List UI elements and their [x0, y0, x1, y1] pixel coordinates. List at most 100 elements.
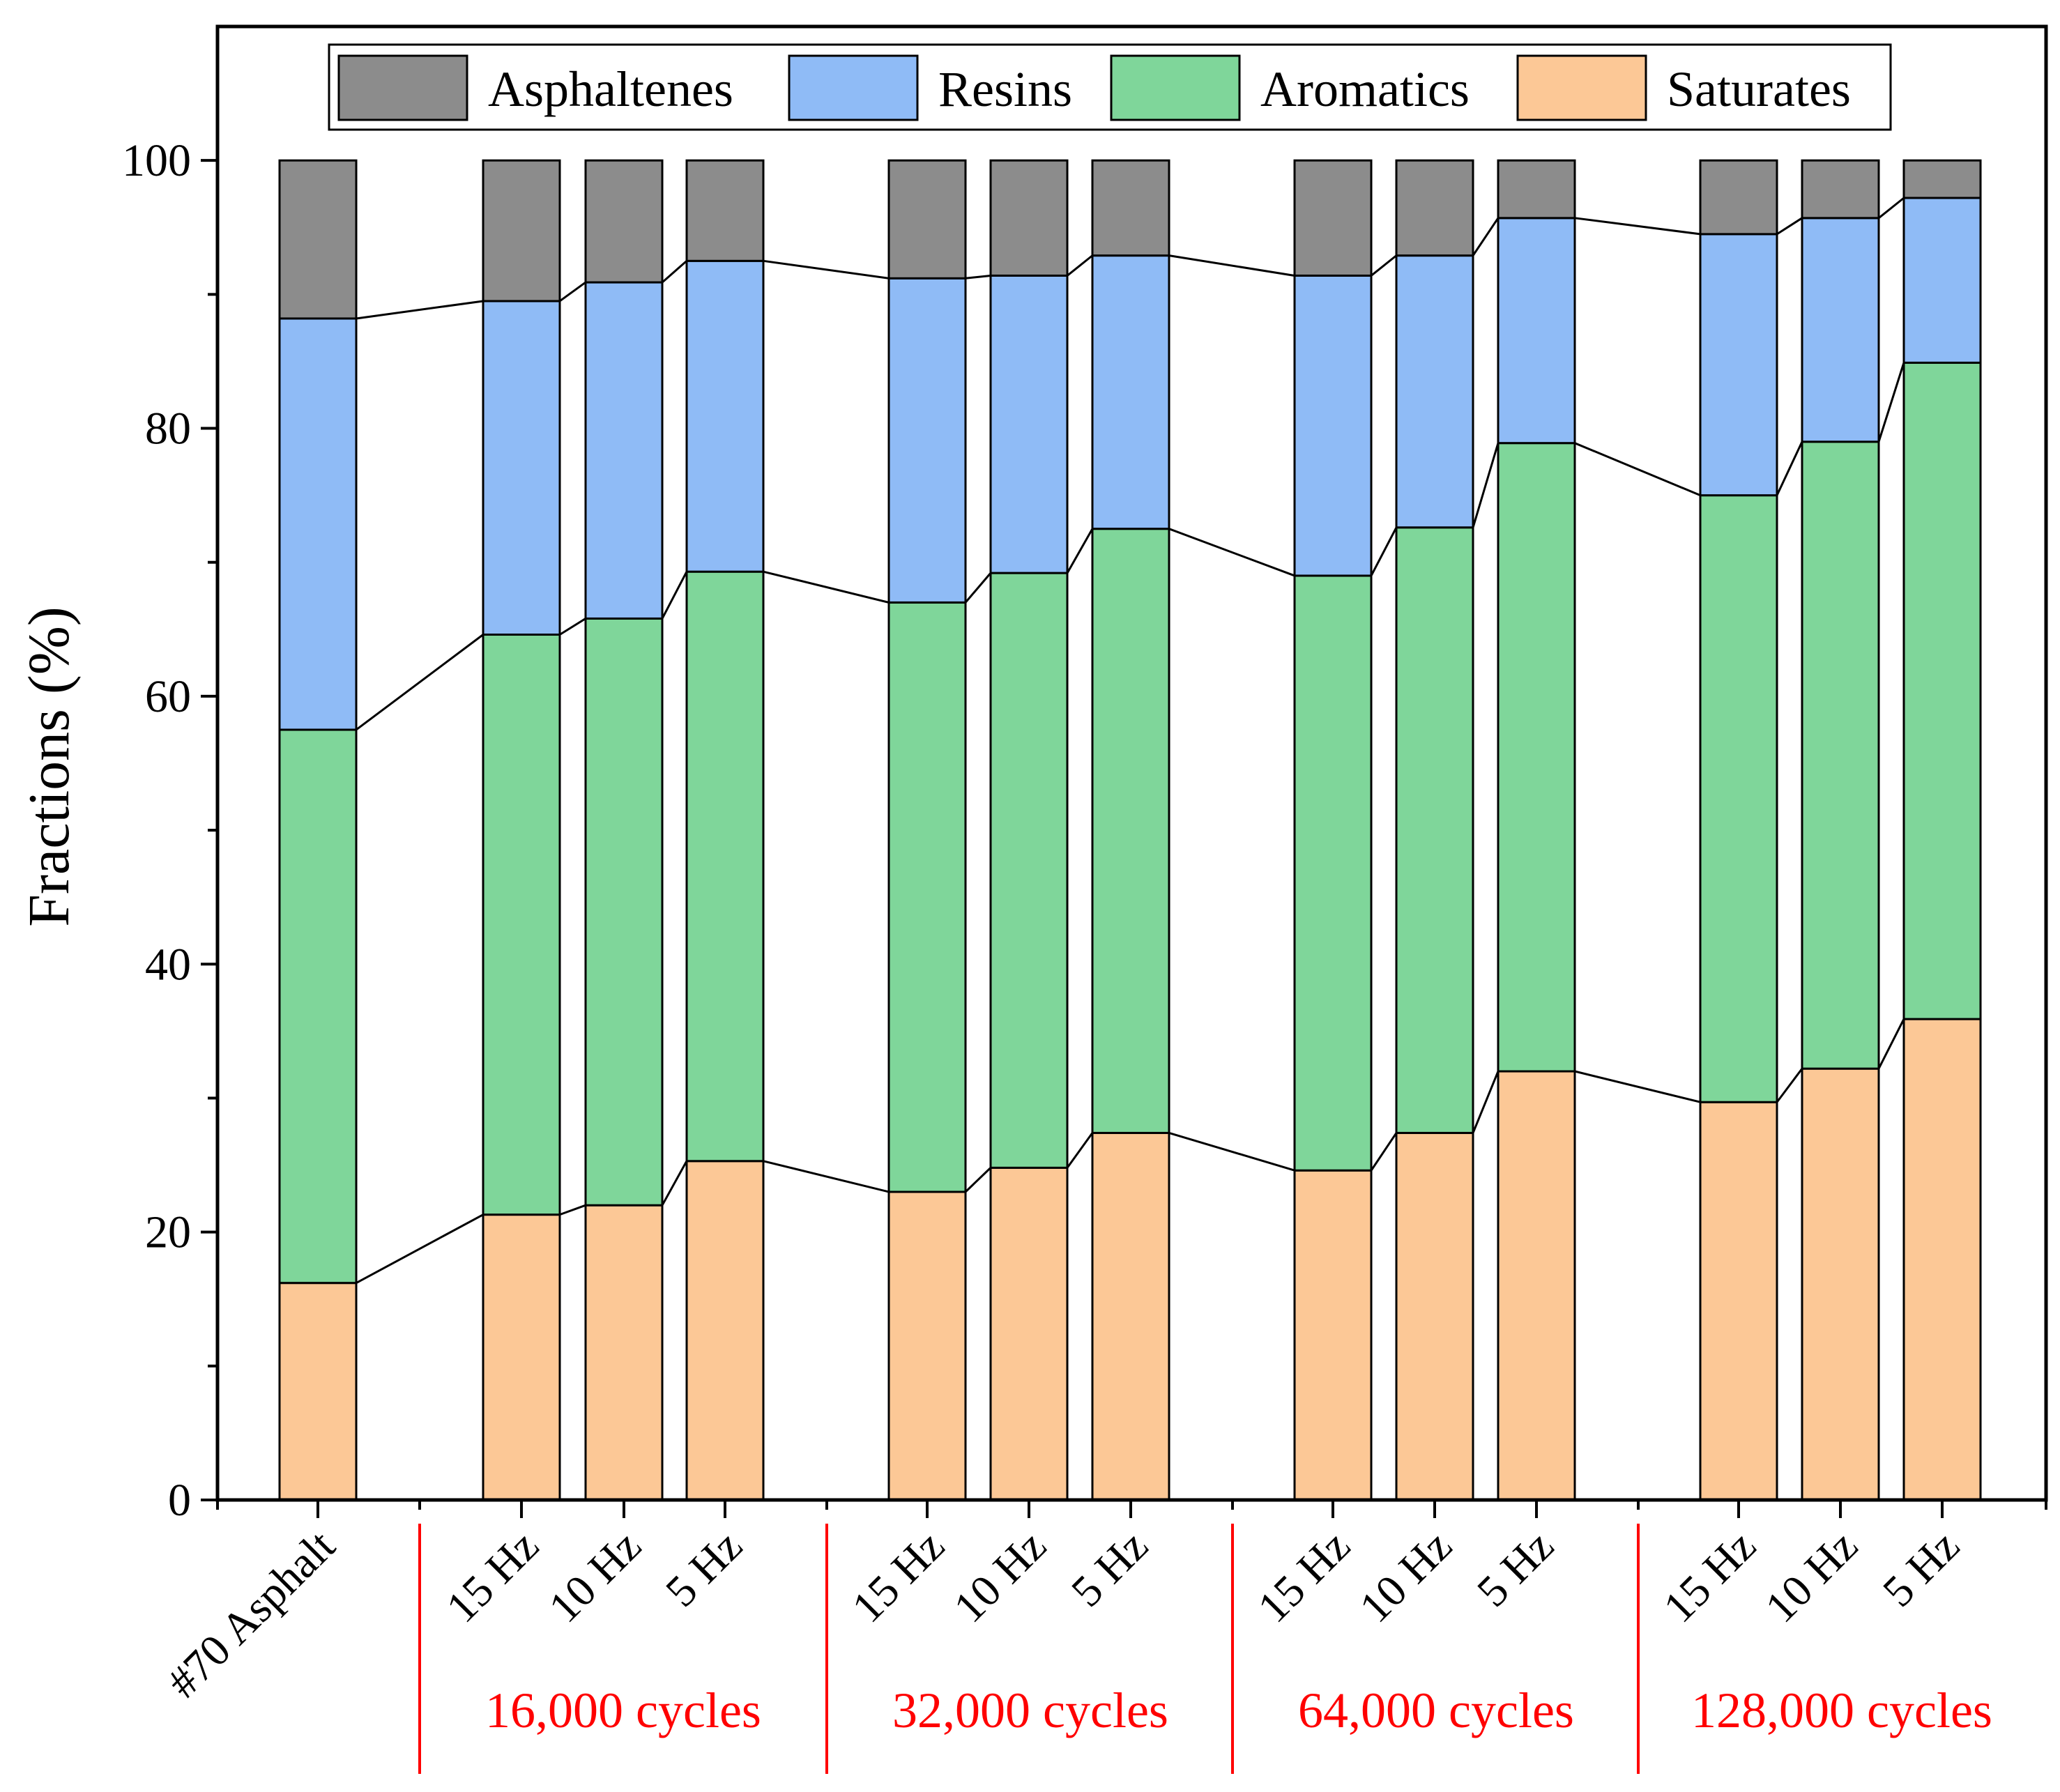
connector-resins-4 — [965, 274, 991, 279]
y-axis: 0 20 40 60 80 100 — [122, 135, 218, 1526]
connector-resins-5 — [1067, 254, 1093, 277]
group-label-0: 16,000 cycles — [485, 1683, 761, 1738]
category-label-2: 10 Hz — [539, 1521, 650, 1632]
bar-resins-7 — [1293, 274, 1373, 577]
bar-asphaltenes-5 — [989, 159, 1069, 277]
bars-layer — [278, 159, 1982, 1501]
category-label-12: 5 Hz — [1873, 1521, 1969, 1616]
bar-asphaltenes-1 — [482, 159, 561, 303]
connector-aromatics-1 — [559, 618, 586, 636]
bar-saturates-7 — [1293, 1169, 1373, 1501]
bar-saturates-10 — [1699, 1101, 1778, 1501]
connector-resins-8 — [1472, 217, 1500, 256]
bar-aromatics-0 — [278, 728, 358, 1285]
connector-saturates-8 — [1472, 1071, 1500, 1133]
legend-label-saturates: Saturates — [1667, 61, 1851, 117]
bar-aromatics-1 — [482, 634, 561, 1216]
bar-asphaltenes-12 — [1902, 159, 1982, 199]
bar-saturates-1 — [482, 1213, 561, 1501]
connector-aromatics-8 — [1472, 443, 1500, 528]
connector-saturates-7 — [1370, 1132, 1398, 1172]
category-label-5: 10 Hz — [944, 1521, 1055, 1632]
connector-saturates-10 — [1776, 1068, 1803, 1103]
group-label-3: 128,000 cycles — [1691, 1683, 1992, 1738]
legend-label-asphaltenes: Asphaltenes — [488, 61, 733, 117]
bar-saturates-5 — [989, 1166, 1069, 1501]
connector-aromatics-6 — [1168, 528, 1295, 577]
bar-resins-11 — [1801, 217, 1880, 443]
legend-swatch-resins — [788, 54, 919, 121]
category-label-10: 15 Hz — [1654, 1521, 1765, 1632]
y-tick-label: 60 — [145, 671, 191, 722]
bar-resins-12 — [1902, 197, 1982, 364]
group-labels: 16,000 cycles 32,000 cycles 64,000 cycles 1… — [485, 1683, 1992, 1738]
category-label-7: 15 Hz — [1248, 1521, 1359, 1632]
bar-saturates-4 — [887, 1190, 967, 1501]
connector-resins-3 — [763, 259, 890, 279]
bar-resins-10 — [1699, 233, 1778, 497]
category-label-3: 5 Hz — [656, 1521, 751, 1616]
connector-aromatics-9 — [1574, 442, 1701, 497]
bar-asphaltenes-7 — [1293, 159, 1373, 277]
group-label-2: 64,000 cycles — [1298, 1683, 1574, 1738]
bar-resins-5 — [989, 274, 1069, 574]
connector-aromatics-5 — [1066, 528, 1094, 574]
bar-asphaltenes-4 — [887, 159, 967, 279]
connector-resins-10 — [1776, 217, 1803, 236]
bar-aromatics-12 — [1902, 361, 1982, 1020]
connector-resins-6 — [1168, 254, 1295, 277]
bar-asphaltenes-3 — [685, 159, 765, 262]
bar-resins-8 — [1395, 254, 1474, 529]
bar-saturates-9 — [1497, 1070, 1576, 1501]
bar-resins-1 — [482, 300, 561, 636]
bar-aromatics-6 — [1091, 528, 1170, 1134]
connector-aromatics-7 — [1370, 527, 1398, 576]
category-label-8: 10 Hz — [1350, 1521, 1461, 1632]
bar-aromatics-7 — [1293, 574, 1373, 1172]
bar-asphaltenes-11 — [1801, 159, 1880, 220]
category-label-6: 5 Hz — [1062, 1521, 1157, 1616]
legend-swatch-aromatics — [1110, 54, 1241, 121]
y-tick-label: 80 — [145, 404, 191, 454]
connector-lines — [356, 197, 1905, 1284]
bar-saturates-12 — [1902, 1018, 1982, 1501]
connector-saturates-1 — [559, 1204, 586, 1216]
bar-aromatics-3 — [685, 570, 765, 1163]
connector-resins-9 — [1574, 217, 1701, 236]
bar-asphaltenes-6 — [1091, 159, 1170, 257]
bar-resins-6 — [1091, 254, 1170, 530]
category-label-4: 15 Hz — [842, 1521, 954, 1632]
y-tick-label: 40 — [145, 939, 191, 990]
connector-aromatics-11 — [1877, 362, 1905, 443]
connector-saturates-0 — [356, 1213, 484, 1284]
bar-saturates-0 — [278, 1282, 358, 1501]
bar-aromatics-10 — [1699, 494, 1778, 1103]
bar-saturates-8 — [1395, 1131, 1474, 1501]
legend: Asphaltenes Resins Aromatics Saturates — [328, 43, 1892, 131]
category-label-1: 15 Hz — [436, 1521, 548, 1632]
bar-aromatics-5 — [989, 572, 1069, 1169]
legend-label-resins: Resins — [938, 61, 1072, 117]
bar-resins-2 — [584, 281, 664, 620]
bar-aromatics-4 — [887, 601, 967, 1193]
connector-saturates-3 — [763, 1160, 890, 1193]
bar-saturates-3 — [685, 1160, 765, 1501]
bar-saturates-11 — [1801, 1067, 1880, 1501]
connector-aromatics-10 — [1776, 441, 1803, 496]
y-axis-title: Fractions (%) — [17, 606, 82, 927]
connector-aromatics-4 — [964, 572, 992, 604]
bar-aromatics-9 — [1497, 442, 1576, 1073]
bar-aromatics-11 — [1801, 441, 1880, 1070]
connector-resins-2 — [662, 260, 687, 284]
group-label-1: 32,000 cycles — [892, 1683, 1168, 1738]
connector-resins-11 — [1878, 197, 1905, 219]
connector-resins-0 — [356, 300, 484, 320]
legend-label-aromatics: Aromatics — [1260, 61, 1470, 117]
bar-aromatics-8 — [1395, 526, 1474, 1134]
bar-resins-0 — [278, 317, 358, 731]
category-label-9: 5 Hz — [1467, 1521, 1563, 1616]
connector-aromatics-0 — [356, 634, 484, 731]
bar-asphaltenes-9 — [1497, 159, 1576, 220]
y-tick-label: 20 — [145, 1207, 191, 1258]
